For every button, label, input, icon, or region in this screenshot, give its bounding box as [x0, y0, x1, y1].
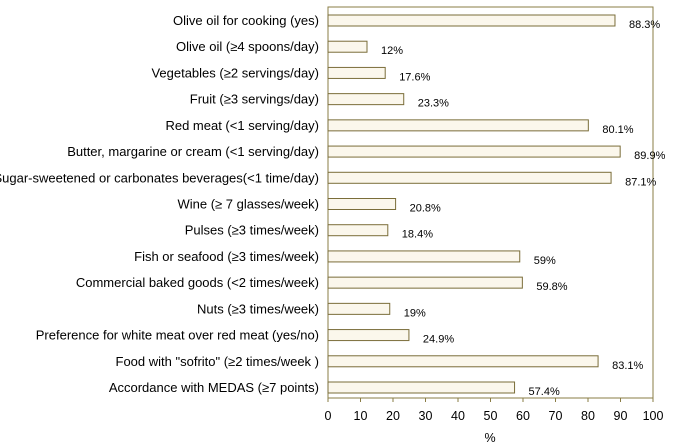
x-tick-label-3: 30 [419, 409, 433, 423]
value-label-0: 88.3% [629, 19, 660, 31]
value-label-10: 59.8% [536, 281, 567, 293]
category-labels: Olive oil for cooking (yes) Olive oil (≥4… [0, 13, 319, 395]
value-label-11: 19% [404, 307, 426, 319]
value-label-4: 80.1% [602, 124, 633, 136]
bars-layer [327, 14, 621, 394]
value-label-5: 89.9% [634, 150, 665, 162]
category-label-2: Vegetables (≥2 servings/day) [151, 65, 319, 80]
value-label-3: 23.3% [418, 98, 449, 110]
value-label-7: 20.8% [410, 203, 441, 215]
category-label-6: Sugar-sweetened or carbonates beverages(… [0, 170, 319, 185]
bar-14 [327, 381, 516, 394]
bar-6 [327, 171, 612, 184]
value-label-8: 18.4% [402, 229, 433, 241]
x-tick-label-1: 10 [354, 409, 368, 423]
bar-0 [327, 14, 616, 27]
bar-12 [327, 329, 410, 342]
x-tick-label-2: 20 [386, 409, 400, 423]
category-label-13: Food with "sofrito" (≥2 times/week ) [116, 354, 319, 369]
x-axis-ticks: 0 10 20 30 40 50 60 70 80 90 100 [325, 398, 664, 423]
bar-11 [327, 302, 391, 315]
bar-7 [327, 198, 397, 210]
bar-2 [327, 66, 386, 79]
x-tick-label-7: 70 [549, 409, 563, 423]
value-label-12: 24.9% [423, 334, 454, 346]
bar-9 [327, 250, 521, 263]
bar-8 [327, 224, 389, 237]
x-tick-label-6: 60 [516, 409, 530, 423]
category-label-14: Accordance with MEDAS (≥7 points) [109, 380, 319, 395]
category-label-8: Pulses (≥3 times/week) [185, 223, 319, 238]
x-tick-label-4: 40 [451, 409, 465, 423]
bar-10 [327, 276, 523, 289]
x-tick-label-8: 80 [581, 409, 595, 423]
category-label-11: Nuts (≥3 times/week) [197, 301, 319, 316]
bar-5 [327, 145, 621, 158]
category-label-10: Commercial baked goods (<2 times/week) [76, 275, 319, 290]
bar-1 [327, 40, 368, 53]
value-label-9: 59% [534, 255, 556, 267]
x-tick-label-0: 0 [325, 409, 332, 423]
x-tick-label-5: 50 [484, 409, 498, 423]
category-label-3: Fruit (≥3 servings/day) [190, 92, 319, 107]
bar-3 [327, 93, 405, 106]
x-axis-title: % [484, 431, 495, 445]
category-label-5: Butter, margarine or cream (<1 serving/d… [67, 144, 319, 159]
value-label-6: 87.1% [625, 176, 656, 188]
bar-4 [327, 119, 589, 132]
value-label-1: 12% [381, 45, 403, 57]
category-label-12: Preference for white meat over red meat … [36, 328, 319, 343]
category-label-7: Wine (≥ 7 glasses/week) [177, 197, 319, 212]
value-labels: 88.3% 12% 17.6% 23.3% 80.1% 89.9% 87.1% 20.8% 18… [381, 19, 666, 398]
category-label-0: Olive oil for cooking (yes) [173, 13, 319, 28]
bar-13 [327, 355, 599, 368]
value-label-14: 57.4% [529, 386, 560, 398]
x-tick-label-10: 100 [643, 409, 664, 423]
category-label-9: Fish or seafood (≥3 times/week) [134, 249, 319, 264]
category-label-4: Red meat (<1 serving/day) [165, 118, 319, 133]
value-label-2: 17.6% [399, 71, 430, 83]
x-tick-label-9: 90 [614, 409, 628, 423]
value-label-13: 83.1% [612, 360, 643, 372]
category-label-1: Olive oil (≥4 spoons/day) [176, 39, 319, 54]
